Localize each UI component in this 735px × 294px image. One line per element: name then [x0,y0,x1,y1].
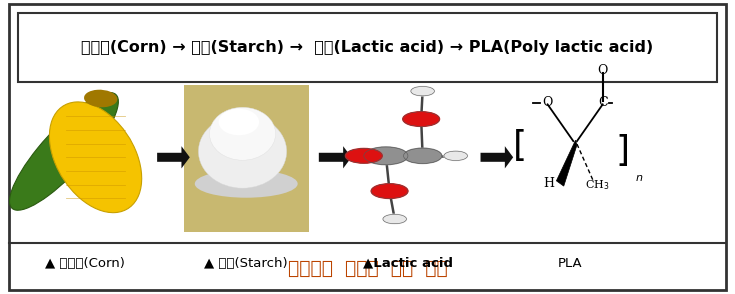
Text: CH$_3$: CH$_3$ [585,178,610,192]
Circle shape [345,148,382,163]
Circle shape [383,214,406,224]
Text: O: O [598,64,608,77]
Ellipse shape [219,109,259,135]
Circle shape [364,147,408,165]
Text: 옥수수(Corn) → 녹말(Starch) →  젖산(Lactic acid) → PLA(Poly lactic acid): 옥수수(Corn) → 녹말(Starch) → 젖산(Lactic acid)… [82,40,653,55]
Circle shape [411,86,434,96]
Ellipse shape [195,170,298,198]
Text: O: O [542,96,553,109]
Text: ▲Lactic acid: ▲Lactic acid [363,257,453,270]
Text: H: H [544,177,554,190]
Text: [: [ [512,128,527,163]
Text: ]: ] [615,134,630,168]
Text: n: n [635,173,642,183]
Ellipse shape [10,93,118,210]
Polygon shape [556,140,577,186]
Ellipse shape [84,90,118,107]
Ellipse shape [209,107,276,160]
Circle shape [444,151,467,161]
Text: 옥수수를  활용한  원단  개발: 옥수수를 활용한 원단 개발 [287,259,448,278]
Text: PLA: PLA [557,257,582,270]
Circle shape [371,184,408,198]
Ellipse shape [198,115,287,188]
Circle shape [404,148,442,163]
Bar [184,85,309,232]
Text: ▲ 옥수수(Corn): ▲ 옥수수(Corn) [45,257,124,270]
Bar [18,13,717,82]
Circle shape [403,112,440,126]
Text: C: C [598,96,608,109]
Text: ▲ 녹말(Starch): ▲ 녹말(Starch) [204,257,288,270]
Ellipse shape [49,102,142,213]
